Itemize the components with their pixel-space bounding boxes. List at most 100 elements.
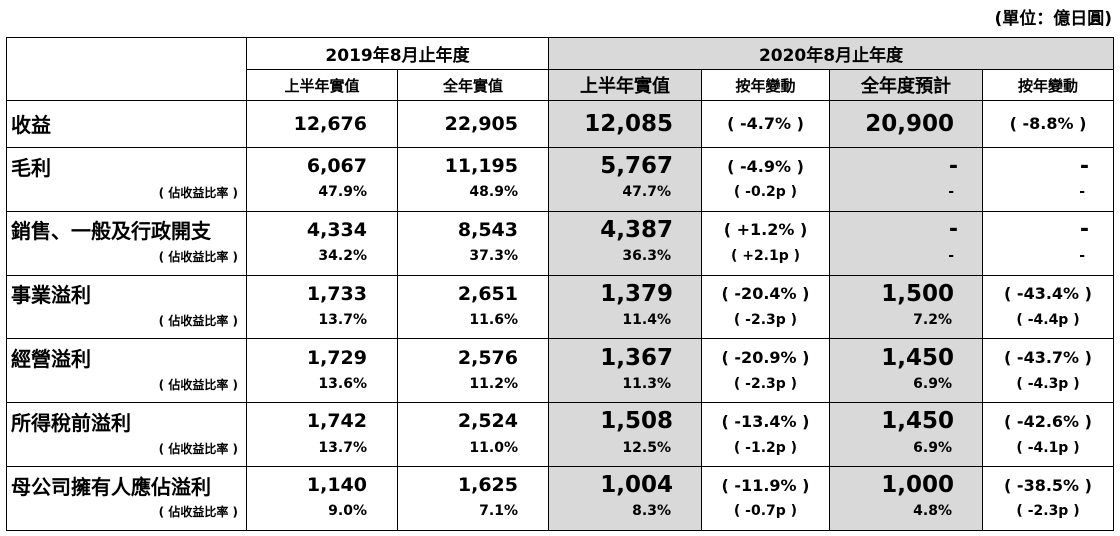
header-col-h1-2019: 上半年實值 [246, 69, 398, 101]
ratio-fy-2019: 7.1% [397, 503, 549, 532]
cell-yoy-fy: - [981, 210, 1115, 249]
ratio-h1-2019: 9.0% [246, 503, 398, 532]
ratio-fy-2019: 11.0% [397, 439, 549, 468]
row-label: 毛利 [6, 146, 247, 185]
table-subrow: ( 佔收益比率 ) 34.2% 37.3% 36.3% ( +2.1p ) - … [6, 248, 1115, 276]
cell-h1-2019: 1,733 [246, 274, 398, 312]
cell-yoy-fy: ( -43.7% ) [981, 338, 1115, 376]
cell-fy-forecast: 1,450 [829, 338, 983, 376]
ratio-yoy-h1: ( -1.2p ) [701, 439, 830, 468]
table-subrow: ( 佔收益比率 ) 13.7% 11.0% 12.5% ( -1.2p ) 6.… [6, 439, 1115, 468]
ratio-yoy-fy: - [981, 248, 1115, 276]
ratio-fy-2019: 48.9% [397, 184, 549, 212]
cell-yoy-fy: - [981, 146, 1115, 185]
header-fy2020: 2020年8月止年度 [547, 37, 1115, 70]
ratio-label: ( 佔收益比率 ) [6, 503, 247, 532]
ratio-h1-2020: 11.4% [548, 311, 702, 340]
cell-h1-2020: 5,767 [548, 146, 702, 185]
ratio-fy-forecast: 6.9% [829, 439, 983, 468]
ratio-yoy-h1: ( -0.2p ) [701, 184, 830, 212]
table-row: 事業溢利 1,733 2,651 1,379 ( -20.4% ) 1,500 … [6, 274, 1115, 312]
ratio-h1-2020: 47.7% [548, 184, 702, 212]
cell-fy-forecast: - [829, 210, 983, 249]
header-fy2019: 2019年8月止年度 [246, 37, 549, 70]
header-blank-cell [6, 37, 247, 101]
ratio-fy-forecast: 6.9% [829, 375, 983, 404]
ratio-yoy-fy: ( -2.3p ) [981, 503, 1115, 532]
cell-h1-2020: 1,367 [548, 338, 702, 376]
table-subrow: ( 佔收益比率 ) 13.7% 11.6% 11.4% ( -2.3p ) 7.… [6, 311, 1115, 340]
ratio-yoy-h1: ( +2.1p ) [701, 248, 830, 276]
ratio-yoy-h1: ( -2.3p ) [701, 375, 830, 404]
cell-fy-2019: 2,576 [397, 338, 549, 376]
cell-fy-2019: 11,195 [397, 146, 549, 185]
ratio-h1-2020: 8.3% [548, 503, 702, 532]
ratio-yoy-fy: ( -4.3p ) [981, 375, 1115, 404]
table-row: 毛利 6,067 11,195 5,767 ( -4.9% ) - - [6, 146, 1115, 185]
cell-fy-2019: 22,905 [397, 100, 549, 148]
ratio-h1-2019: 13.7% [246, 311, 398, 340]
cell-h1-2019: 4,334 [246, 210, 398, 249]
cell-fy-2019: 2,651 [397, 274, 549, 312]
cell-fy-forecast: - [829, 146, 983, 185]
ratio-fy-forecast: - [829, 184, 983, 212]
cell-h1-2019: 1,742 [246, 402, 398, 440]
header-col-fy-forecast: 全年度預計 [829, 69, 983, 101]
table-row: 經營溢利 1,729 2,576 1,367 ( -20.9% ) 1,450 … [6, 338, 1115, 376]
header-col-yoy-fy: 按年變動 [981, 69, 1115, 101]
cell-fy-forecast: 1,000 [829, 466, 983, 504]
cell-yoy-h1: ( -20.4% ) [701, 274, 830, 312]
ratio-h1-2019: 34.2% [246, 248, 398, 276]
cell-h1-2019: 12,676 [246, 100, 398, 148]
table-subrow: ( 佔收益比率 ) 13.6% 11.2% 11.3% ( -2.3p ) 6.… [6, 375, 1115, 404]
unit-note: (單位：億日圓) [994, 9, 1112, 29]
ratio-fy-2019: 11.2% [397, 375, 549, 404]
ratio-h1-2020: 36.3% [548, 248, 702, 276]
ratio-fy-forecast: 7.2% [829, 311, 983, 340]
ratio-label: ( 佔收益比率 ) [6, 375, 247, 404]
cell-yoy-h1: ( -4.9% ) [701, 146, 830, 185]
ratio-label: ( 佔收益比率 ) [6, 439, 247, 468]
cell-yoy-h1: ( -4.7% ) [701, 100, 830, 148]
financial-results-table: 2019年8月止年度 2020年8月止年度 上半年實值 全年實值 上半年實值 按… [6, 37, 1115, 532]
cell-h1-2020: 1,379 [548, 274, 702, 312]
ratio-label: ( 佔收益比率 ) [6, 184, 247, 212]
cell-fy-forecast: 1,450 [829, 402, 983, 440]
cell-fy-forecast: 1,500 [829, 274, 983, 312]
cell-fy-2019: 2,524 [397, 402, 549, 440]
ratio-yoy-fy: - [981, 184, 1115, 212]
ratio-h1-2019: 47.9% [246, 184, 398, 212]
ratio-yoy-h1: ( -0.7p ) [701, 503, 830, 532]
ratio-label: ( 佔收益比率 ) [6, 311, 247, 340]
cell-yoy-fy: ( -8.8% ) [981, 100, 1115, 148]
cell-h1-2020: 12,085 [548, 100, 702, 148]
cell-yoy-h1: ( +1.2% ) [701, 210, 830, 249]
row-label: 收益 [6, 100, 247, 148]
ratio-h1-2020: 11.3% [548, 375, 702, 404]
ratio-label: ( 佔收益比率 ) [6, 248, 247, 276]
ratio-fy-2019: 11.6% [397, 311, 549, 340]
table-row: 母公司擁有人應佔溢利 1,140 1,625 1,004 ( -11.9% ) … [6, 466, 1115, 504]
cell-h1-2019: 1,140 [246, 466, 398, 504]
header-col-yoy-h1: 按年變動 [701, 69, 830, 101]
ratio-fy-forecast: 4.8% [829, 503, 983, 532]
cell-yoy-h1: ( -11.9% ) [701, 466, 830, 504]
row-label: 經營溢利 [6, 338, 247, 376]
cell-yoy-fy: ( -43.4% ) [981, 274, 1115, 312]
cell-h1-2020: 1,004 [548, 466, 702, 504]
cell-yoy-fy: ( -38.5% ) [981, 466, 1115, 504]
header-col-fy-2019: 全年實值 [397, 69, 549, 101]
row-label: 所得稅前溢利 [6, 402, 247, 440]
header-col-h1-2020: 上半年實值 [548, 69, 702, 101]
ratio-yoy-h1: ( -2.3p ) [701, 311, 830, 340]
cell-fy-2019: 8,543 [397, 210, 549, 249]
row-label: 銷售、一般及行政開支 [6, 210, 247, 249]
cell-h1-2019: 6,067 [246, 146, 398, 185]
cell-yoy-h1: ( -20.9% ) [701, 338, 830, 376]
row-label: 事業溢利 [6, 274, 247, 312]
cell-h1-2020: 4,387 [548, 210, 702, 249]
cell-yoy-fy: ( -42.6% ) [981, 402, 1115, 440]
row-label: 母公司擁有人應佔溢利 [6, 466, 247, 504]
cell-h1-2019: 1,729 [246, 338, 398, 376]
cell-fy-forecast: 20,900 [829, 100, 983, 148]
